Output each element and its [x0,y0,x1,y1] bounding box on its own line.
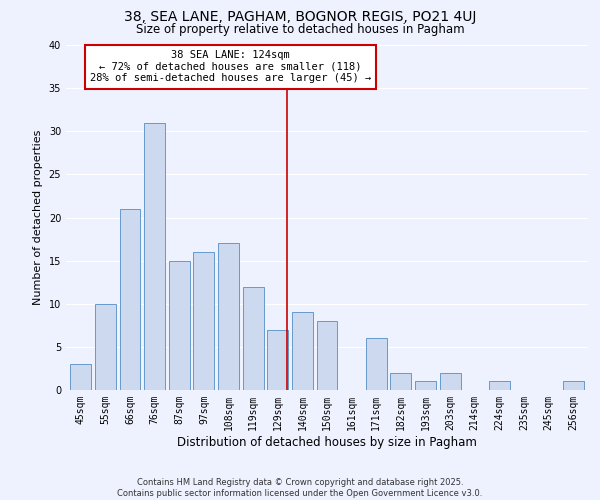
Bar [366,338,387,390]
Text: Contains HM Land Registry data © Crown copyright and database right 2025.
Contai: Contains HM Land Registry data © Crown c… [118,478,482,498]
Text: 38 SEA LANE: 124sqm
← 72% of detached houses are smaller (118)
28% of semi-detac: 38 SEA LANE: 124sqm ← 72% of detached ho… [90,50,371,84]
Bar [95,304,116,390]
Bar [169,260,190,390]
Bar [144,122,165,390]
Bar [267,330,288,390]
Bar [563,382,584,390]
Bar [218,244,239,390]
Y-axis label: Number of detached properties: Number of detached properties [33,130,43,305]
Bar [119,209,140,390]
Bar [489,382,510,390]
Text: Size of property relative to detached houses in Pagham: Size of property relative to detached ho… [136,22,464,36]
Text: 38, SEA LANE, PAGHAM, BOGNOR REGIS, PO21 4UJ: 38, SEA LANE, PAGHAM, BOGNOR REGIS, PO21… [124,10,476,24]
Bar [292,312,313,390]
Bar [317,321,337,390]
Bar [70,364,91,390]
Bar [193,252,214,390]
Bar [391,373,412,390]
Bar [440,373,461,390]
Bar [415,382,436,390]
X-axis label: Distribution of detached houses by size in Pagham: Distribution of detached houses by size … [177,436,477,448]
Bar [242,286,263,390]
